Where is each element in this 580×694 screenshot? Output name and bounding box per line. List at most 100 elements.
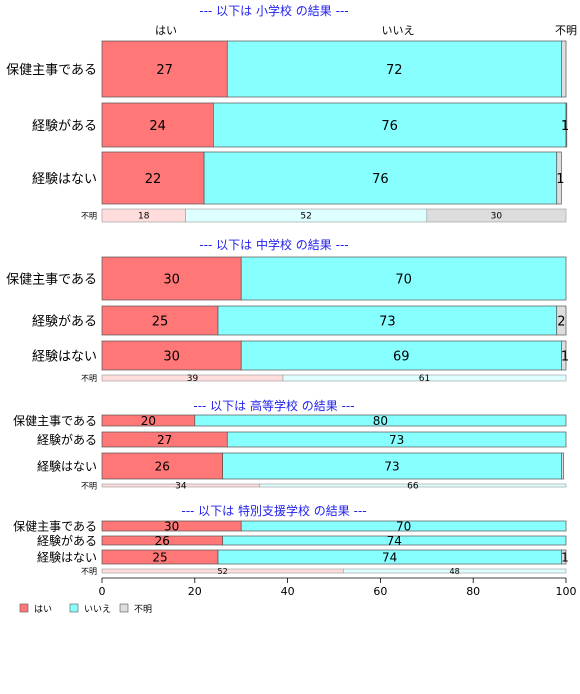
bar-value-label: 76 xyxy=(381,119,398,134)
row-label: 経験はない xyxy=(32,172,97,187)
bar-value-label: 1 xyxy=(561,551,569,565)
bar-segment xyxy=(213,102,567,148)
row-label: 経験はない xyxy=(37,459,97,474)
top-label-3: 不明 xyxy=(555,24,577,37)
bar-value-label: 27 xyxy=(157,433,172,447)
panel-title-3: --- 以下は 高等学校 の結果 --- xyxy=(193,398,354,413)
panel-title-4: --- 以下は 特別支援学校 の結果 --- xyxy=(181,503,366,518)
bar-segment xyxy=(101,40,228,98)
x-tick-label: 20 xyxy=(188,585,202,598)
row-label: 保健主事である xyxy=(6,63,97,78)
panel-title-2: --- 以下は 中学校 の結果 --- xyxy=(199,237,348,252)
panel-title-1: --- 以下は 小学校 の結果 --- xyxy=(199,3,348,18)
fumei-value-label: 34 xyxy=(175,482,187,492)
top-label-2: いいえ xyxy=(382,24,415,37)
bar-value-label: 1 xyxy=(556,172,564,187)
bar-value-label: 1 xyxy=(561,119,569,134)
fumei-row-label: 不明 xyxy=(81,567,97,576)
fumei-value-label: 52 xyxy=(218,567,228,576)
bar-segment xyxy=(240,256,567,301)
legend-swatch xyxy=(69,603,79,613)
fumei-value-label: 18 xyxy=(138,212,150,222)
bar-value-label: 27 xyxy=(156,63,173,78)
bar-segment xyxy=(556,151,562,205)
bar-value-label: 26 xyxy=(155,460,170,474)
bar-segment xyxy=(194,414,567,427)
x-tick-label: 0 xyxy=(99,585,106,598)
bar-value-label: 24 xyxy=(149,119,166,134)
row-label: 保健主事である xyxy=(13,414,97,428)
bar-segment xyxy=(565,102,568,148)
row-label: 経験がある xyxy=(37,432,97,447)
row-label: 保健主事である xyxy=(13,520,97,534)
row-label: 経験がある xyxy=(32,119,97,134)
bar-value-label: 70 xyxy=(395,272,412,287)
fumei-segment xyxy=(259,483,567,488)
fumei-segment xyxy=(426,208,567,223)
bar-segment xyxy=(222,535,567,546)
bar-value-label: 30 xyxy=(163,349,180,364)
bar-segment xyxy=(226,431,567,448)
bar-segment xyxy=(240,340,562,371)
bar-value-label: 20 xyxy=(141,414,156,428)
bar-value-label: 22 xyxy=(145,172,162,187)
bar-segment xyxy=(561,40,567,98)
bar-value-label: 70 xyxy=(396,520,411,534)
bar-segment xyxy=(101,102,214,148)
bar-value-label: 30 xyxy=(164,520,179,534)
bar-value-label: 74 xyxy=(382,551,397,565)
bar-segment xyxy=(556,305,567,336)
bar-value-label: 80 xyxy=(373,414,388,428)
bar-segment xyxy=(561,452,565,480)
row-label: 経験はない xyxy=(37,550,97,565)
row-label: 経験がある xyxy=(37,533,97,548)
bar-value-label: 2 xyxy=(557,314,565,329)
x-tick-label: 40 xyxy=(281,585,295,598)
fumei-segment xyxy=(342,568,567,574)
bar-segment xyxy=(101,340,242,371)
row-label: 保健主事である xyxy=(6,272,97,287)
fumei-value-label: 66 xyxy=(407,482,419,492)
fumei-value-label: 61 xyxy=(419,374,430,384)
bar-segment xyxy=(217,305,558,336)
bar-segment xyxy=(101,256,242,301)
bar-value-label: 76 xyxy=(372,172,389,187)
x-tick-label: 80 xyxy=(466,585,480,598)
fumei-row-label: 不明 xyxy=(81,212,97,221)
fumei-value-label: 39 xyxy=(187,374,199,384)
legend-label: いいえ xyxy=(84,604,111,615)
fumei-value-label: 52 xyxy=(300,212,311,222)
bar-segment xyxy=(222,452,562,480)
bar-segment xyxy=(101,151,205,205)
bar-value-label: 26 xyxy=(155,534,170,548)
x-tick-label: 100 xyxy=(556,585,577,598)
bar-value-label: 73 xyxy=(384,460,399,474)
bar-value-label: 73 xyxy=(389,433,404,447)
legend-swatch xyxy=(119,603,129,613)
bar-segment xyxy=(561,340,567,371)
row-label: 経験がある xyxy=(32,314,97,329)
fumei-row-label: 不明 xyxy=(81,374,97,383)
bar-value-label: 73 xyxy=(379,314,396,329)
bar-value-label: 74 xyxy=(387,534,402,548)
bar-value-label: 69 xyxy=(393,349,410,364)
bar-value-label: 1 xyxy=(561,349,569,364)
bar-segment xyxy=(203,151,558,205)
row-label: 経験はない xyxy=(32,349,97,364)
top-label-1: はい xyxy=(155,24,177,37)
bar-value-label: 25 xyxy=(152,314,169,329)
fumei-value-label: 48 xyxy=(450,567,460,576)
fumei-value-label: 30 xyxy=(491,212,503,222)
bar-value-label: 72 xyxy=(386,63,403,78)
bar-segment xyxy=(226,40,562,98)
bar-segment xyxy=(240,520,567,532)
fumei-row-label: 不明 xyxy=(81,482,97,491)
legend-label: 不明 xyxy=(134,604,152,615)
legend-label: はい xyxy=(34,604,52,615)
bar-value-label: 30 xyxy=(163,272,180,287)
fumei-segment xyxy=(282,374,567,382)
bar-value-label: 25 xyxy=(152,551,167,565)
x-tick-label: 60 xyxy=(373,585,387,598)
bar-segment xyxy=(101,452,223,480)
